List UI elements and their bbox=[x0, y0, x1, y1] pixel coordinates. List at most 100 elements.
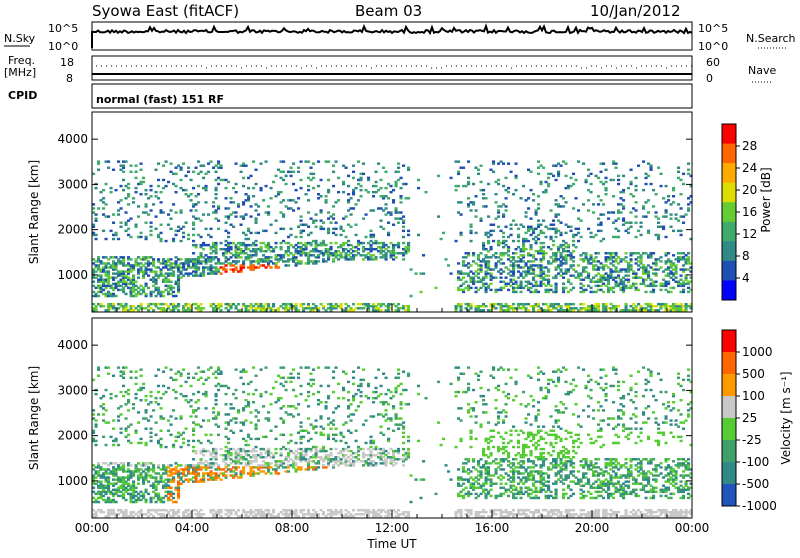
power-cell bbox=[415, 272, 418, 274]
power-cell bbox=[307, 160, 310, 162]
power-cell bbox=[622, 175, 625, 177]
power-cell bbox=[400, 201, 403, 203]
velocity-cell bbox=[202, 383, 205, 385]
velocity-cell bbox=[270, 393, 273, 395]
velocity-cell bbox=[192, 377, 195, 379]
power-cell bbox=[505, 205, 508, 207]
velocity-cell bbox=[335, 366, 338, 368]
velocity-cell bbox=[200, 442, 203, 444]
power-cell bbox=[112, 222, 115, 224]
velocity-cell bbox=[307, 509, 310, 511]
power-cell bbox=[410, 295, 413, 297]
power-cell bbox=[220, 303, 223, 305]
power-cell bbox=[475, 215, 478, 217]
velocity-cell bbox=[332, 377, 335, 379]
power-cell bbox=[227, 181, 230, 183]
power-cell bbox=[557, 213, 560, 215]
power-cell bbox=[197, 193, 200, 195]
power-cell bbox=[265, 185, 268, 187]
power-cell bbox=[527, 240, 530, 242]
velocity-cell bbox=[135, 487, 138, 489]
power-cell bbox=[602, 238, 605, 240]
power-cell bbox=[250, 232, 253, 234]
power-cell bbox=[247, 238, 250, 240]
velocity-cell bbox=[172, 444, 175, 446]
power-cell bbox=[140, 193, 143, 195]
power-cell bbox=[392, 189, 395, 191]
power-cell bbox=[522, 226, 525, 228]
power-cell bbox=[492, 160, 495, 162]
velocity-cell bbox=[220, 509, 223, 511]
velocity-cell bbox=[295, 395, 298, 397]
velocity-cell bbox=[155, 421, 158, 423]
power-cell bbox=[377, 162, 380, 164]
power-cell bbox=[175, 234, 178, 236]
power-cell bbox=[570, 226, 573, 228]
power-cell bbox=[600, 199, 603, 201]
power-cell bbox=[687, 256, 690, 258]
velocity-cell bbox=[157, 391, 160, 393]
power-cell bbox=[600, 171, 603, 173]
velocity-cell bbox=[120, 405, 123, 407]
velocity-cell bbox=[170, 434, 173, 436]
velocity-cell bbox=[102, 511, 105, 513]
power-cell bbox=[492, 240, 495, 242]
power-cell bbox=[322, 240, 325, 242]
velocity-cell bbox=[245, 419, 248, 421]
power-cell bbox=[95, 187, 98, 189]
power-cell bbox=[622, 189, 625, 191]
power-cell bbox=[502, 213, 505, 215]
velocity-cell bbox=[215, 448, 218, 450]
power-cell bbox=[560, 222, 563, 224]
velocity-cell bbox=[300, 442, 303, 444]
power-cell bbox=[650, 183, 653, 185]
power-cell bbox=[400, 187, 403, 189]
velocity-cell bbox=[172, 493, 175, 495]
velocity-cell bbox=[145, 499, 148, 501]
power-cell bbox=[140, 162, 143, 164]
velocity-cell bbox=[125, 499, 128, 501]
power-cell bbox=[615, 252, 618, 254]
power-cell bbox=[282, 199, 285, 201]
power-cell bbox=[677, 167, 680, 169]
power-cell bbox=[635, 177, 638, 179]
power-cell bbox=[335, 242, 338, 244]
power-cell bbox=[497, 209, 500, 211]
velocity-cell bbox=[135, 430, 138, 432]
power-cell bbox=[115, 295, 118, 297]
power-cell bbox=[97, 160, 100, 162]
velocity-cell bbox=[250, 381, 253, 383]
velocity-cell bbox=[330, 452, 333, 454]
power-cell bbox=[542, 270, 545, 272]
power-cell bbox=[570, 283, 573, 285]
power-cell bbox=[482, 189, 485, 191]
velocity-cell bbox=[147, 480, 150, 482]
power-cell bbox=[502, 185, 505, 187]
nsky-label: N.Sky bbox=[4, 32, 36, 45]
velocity-cell bbox=[307, 391, 310, 393]
power-cell bbox=[627, 232, 630, 234]
velocity-cell bbox=[227, 442, 230, 444]
power-cell bbox=[102, 197, 105, 199]
power-cell bbox=[327, 211, 330, 213]
power-cell bbox=[332, 217, 335, 219]
power-cell bbox=[180, 240, 183, 242]
power-cell bbox=[237, 203, 240, 205]
power-cell bbox=[490, 289, 493, 291]
velocity-cell bbox=[300, 393, 303, 395]
power-cell bbox=[655, 285, 658, 287]
power-cell bbox=[550, 248, 553, 250]
velocity-cell bbox=[162, 370, 165, 372]
power-cell bbox=[217, 160, 220, 162]
power-cell bbox=[250, 205, 253, 207]
velocity-cell bbox=[107, 373, 110, 375]
power-cell bbox=[290, 167, 293, 169]
power-cell bbox=[330, 246, 333, 248]
power-cell bbox=[670, 217, 673, 219]
power-cell bbox=[572, 264, 575, 266]
velocity-cell bbox=[142, 383, 145, 385]
power-cell bbox=[532, 254, 535, 256]
power-cell bbox=[135, 187, 138, 189]
power-cell bbox=[157, 162, 160, 164]
power-cell bbox=[590, 173, 593, 175]
